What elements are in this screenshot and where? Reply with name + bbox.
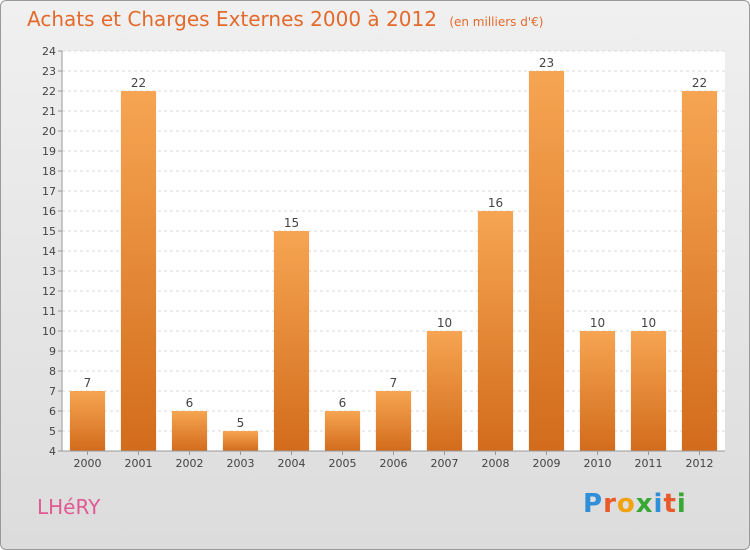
x-tick-label: 2012: [686, 457, 714, 470]
x-tick-label: 2003: [227, 457, 255, 470]
value-label-2004: 15: [284, 216, 299, 230]
value-label-2000: 7: [84, 376, 92, 390]
value-label-2010: 10: [590, 316, 605, 330]
y-tick-label: 22: [42, 85, 56, 98]
y-tick-label: 23: [42, 65, 56, 78]
chart-title: Achats et Charges Externes 2000 à 2012 (…: [27, 7, 543, 31]
value-label-2011: 10: [641, 316, 656, 330]
value-label-2008: 16: [488, 196, 503, 210]
y-tick-label: 7: [49, 385, 56, 398]
bar-2005: [324, 411, 361, 451]
bar-2008: [477, 211, 514, 451]
bar-2006: [375, 391, 412, 451]
logo-letter: i: [676, 489, 687, 519]
value-label-2009: 23: [539, 56, 554, 70]
value-label-2003: 5: [237, 416, 245, 430]
x-tick-label: 2000: [74, 457, 102, 470]
logo-letter: x: [635, 489, 654, 519]
bar-2000: [69, 391, 106, 451]
bar-2002: [171, 411, 208, 451]
y-tick-label: 6: [49, 405, 56, 418]
proxiti-logo: Proxiti: [583, 489, 687, 519]
x-tick-label: 2006: [380, 457, 408, 470]
x-tick-label: 2008: [482, 457, 510, 470]
x-tick-label: 2009: [533, 457, 561, 470]
bar-2004: [273, 231, 310, 451]
y-tick-label: 19: [42, 145, 56, 158]
value-label-2002: 6: [186, 396, 194, 410]
x-axis: 2000 2001 2002 2003 2004 2005 2006 2007 2008 2009…: [74, 451, 714, 470]
y-tick-label: 24: [42, 45, 56, 58]
value-label-2007: 10: [437, 316, 452, 330]
x-tick-label: 2004: [278, 457, 306, 470]
bar-2009: [528, 71, 565, 451]
y-tick-label: 17: [42, 185, 56, 198]
x-tick-label: 2007: [431, 457, 459, 470]
logo-letter: i: [653, 489, 664, 519]
x-tick-label: 2010: [584, 457, 612, 470]
y-tick-label: 9: [49, 345, 56, 358]
value-label-2012: 22: [692, 76, 707, 90]
y-tick-label: 4: [49, 445, 56, 458]
y-tick-label: 10: [42, 325, 56, 338]
x-tick-label: 2001: [125, 457, 153, 470]
chart-unit: (en milliers d'€): [449, 15, 544, 29]
bar-2010: [579, 331, 616, 451]
bars: 7 22 6 5 15 6 7 10 16 23 10 10 22: [69, 56, 718, 451]
y-tick-label: 12: [42, 285, 56, 298]
bar-2007: [426, 331, 463, 451]
logo-letter: t: [663, 489, 677, 519]
y-tick-label: 18: [42, 165, 56, 178]
bar-2001: [120, 91, 157, 451]
value-label-2006: 7: [390, 376, 398, 390]
y-tick-label: 21: [42, 105, 56, 118]
y-tick-label: 8: [49, 365, 56, 378]
bar-2012: [681, 91, 718, 451]
logo-letter: o: [616, 489, 636, 519]
x-tick-label: 2002: [176, 457, 204, 470]
x-tick-label: 2005: [329, 457, 357, 470]
bar-2003: [222, 431, 259, 451]
bar-2011: [630, 331, 667, 451]
y-tick-label: 13: [42, 265, 56, 278]
y-tick-label: 15: [42, 225, 56, 238]
value-label-2001: 22: [131, 76, 146, 90]
y-tick-label: 14: [42, 245, 56, 258]
y-tick-label: 11: [42, 305, 56, 318]
logo-letter: P: [583, 489, 604, 519]
place-name: LHéRY: [37, 495, 101, 519]
x-tick-label: 2011: [635, 457, 663, 470]
chart-title-text: Achats et Charges Externes 2000 à 2012: [27, 7, 437, 31]
y-tick-label: 5: [49, 425, 56, 438]
y-tick-label: 16: [42, 205, 56, 218]
y-axis: 4 5 6 7 8 9 10 11 12 13 14 15 16 17 18 19 20 21 22 23 24: [42, 45, 62, 458]
logo-letter: r: [603, 489, 617, 519]
y-tick-label: 20: [42, 125, 56, 138]
value-label-2005: 6: [339, 396, 347, 410]
